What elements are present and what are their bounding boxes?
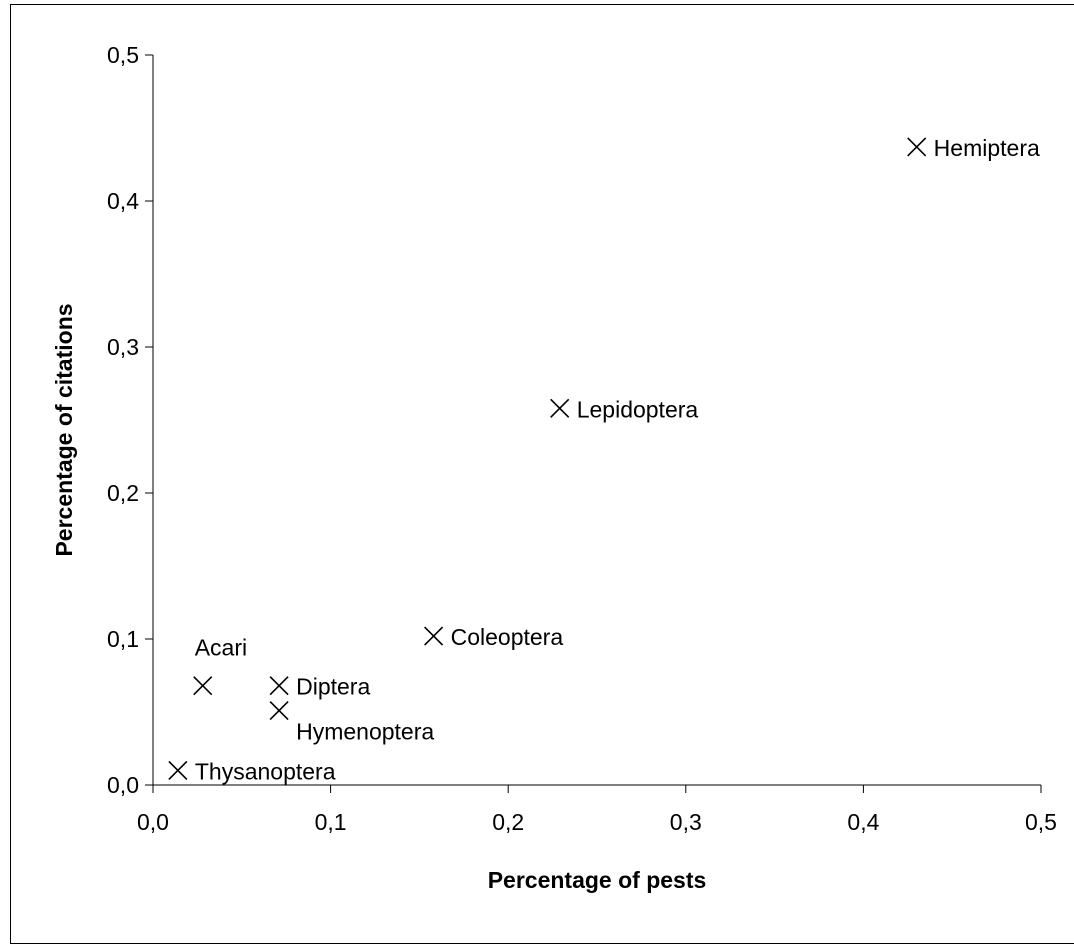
x-tick-label: 0,3 [670,809,702,835]
x-tick-label: 0,0 [137,809,169,835]
point-label: Diptera [296,674,370,700]
point-marker [269,700,289,721]
ticks: 0,0 0,1 0,2 0,3 0,4 0,5 0,0 0,1 0,2 0,3 0,4 0,5 [107,42,1057,835]
point-label: Hemiptera [934,135,1040,161]
y-tick-label: 0,4 [107,188,139,214]
point-marker [907,137,927,157]
y-tick-label: 0,0 [107,772,139,798]
x-tick-label: 0,4 [847,809,879,835]
point-marker [168,760,188,780]
scatter-chart: 0,0 0,1 0,2 0,3 0,4 0,5 0,0 0,1 0,2 0,3 0,4 0,5 Hem… [51,42,1057,893]
x-tick-label: 0,1 [315,809,347,835]
markers [168,137,927,780]
y-tick-label: 0,3 [107,334,139,360]
point-marker [269,676,289,696]
axes [152,55,1041,786]
x-axis-title: Percentage of pests [488,867,707,893]
point-label: Thysanoptera [195,758,336,784]
y-tick-label: 0,2 [107,480,139,506]
point-label: Lepidoptera [577,396,699,422]
y-tick-label: 0,1 [107,626,139,652]
point-label: Hymenoptera [296,719,434,745]
point-marker [193,676,213,696]
point-marker [550,398,570,418]
y-axis-title: Percentage of citations [51,303,77,556]
point-label: Acari [195,635,247,661]
point-labels: Hemiptera Lepidoptera Coleoptera Acari Dipte… [195,135,1040,784]
point-label: Coleoptera [451,624,564,650]
x-tick-label: 0,5 [1025,809,1057,835]
x-tick-label: 0,2 [492,809,524,835]
y-tick-label: 0,5 [107,42,139,68]
point-marker [424,626,444,646]
